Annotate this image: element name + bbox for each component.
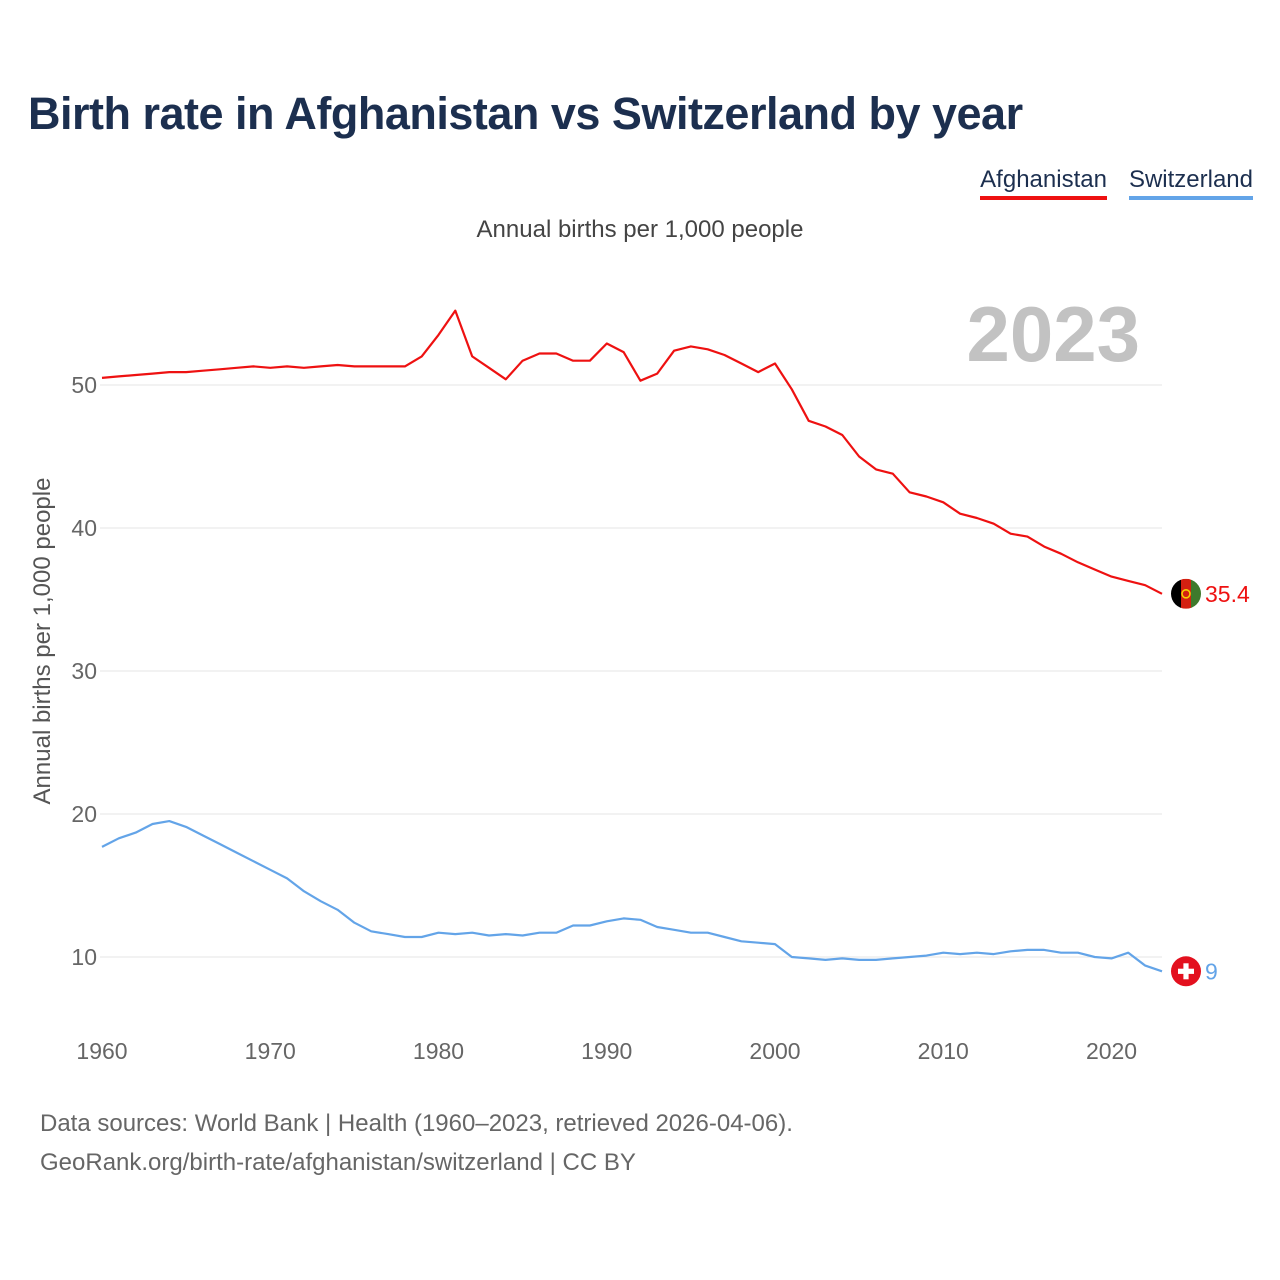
grid-lines: [100, 384, 1162, 958]
y-axis-ticks: 10 20 30 40 50: [71, 372, 97, 970]
footer: Data sources: World Bank | Health (1960–…: [40, 1104, 793, 1182]
chart-title: Birth rate in Afghanistan vs Switzerland…: [28, 88, 1023, 139]
end-label-afghanistan: 35.4: [1205, 581, 1250, 607]
series-line-switzerland: [101, 819, 1163, 973]
end-labels: 35.49: [1205, 581, 1250, 985]
x-tick-label: 1960: [76, 1038, 127, 1064]
x-tick-label: 2000: [749, 1038, 800, 1064]
footer-link[interactable]: GeoRank.org/birth-rate/afghanistan/switz…: [40, 1149, 636, 1176]
switzerland-flag-icon: [1171, 956, 1201, 987]
y-tick-label: 50: [71, 372, 97, 398]
legend: Afghanistan Switzerland: [980, 165, 1253, 200]
series-line-afghanistan: [101, 309, 1163, 595]
x-axis-ticks: 1960 1970 1980 1990 2000 2010 2020: [76, 1038, 1137, 1064]
footer-sources: Data sources: World Bank | Health (1960–…: [40, 1110, 793, 1137]
afghanistan-flag-icon: [1171, 578, 1201, 609]
chart-subtitle: Annual births per 1,000 people: [476, 216, 804, 243]
end-markers: [1171, 578, 1201, 987]
x-tick-label: 2010: [918, 1038, 969, 1064]
series-lines: [101, 309, 1163, 973]
year-watermark: 2023: [966, 290, 1140, 378]
x-tick-label: 1980: [413, 1038, 464, 1064]
x-tick-label: 2020: [1086, 1038, 1137, 1064]
legend-item-afghanistan[interactable]: Afghanistan: [980, 165, 1107, 200]
y-tick-label: 30: [71, 658, 97, 684]
y-tick-label: 20: [71, 801, 97, 827]
x-tick-label: 1970: [245, 1038, 296, 1064]
y-tick-label: 40: [71, 515, 97, 541]
x-tick-label: 1990: [581, 1038, 632, 1064]
y-axis-label: Annual births per 1,000 people: [29, 478, 56, 805]
y-tick-label: 10: [71, 944, 97, 970]
legend-item-switzerland[interactable]: Switzerland: [1128, 165, 1253, 200]
end-label-switzerland: 9: [1205, 958, 1218, 984]
